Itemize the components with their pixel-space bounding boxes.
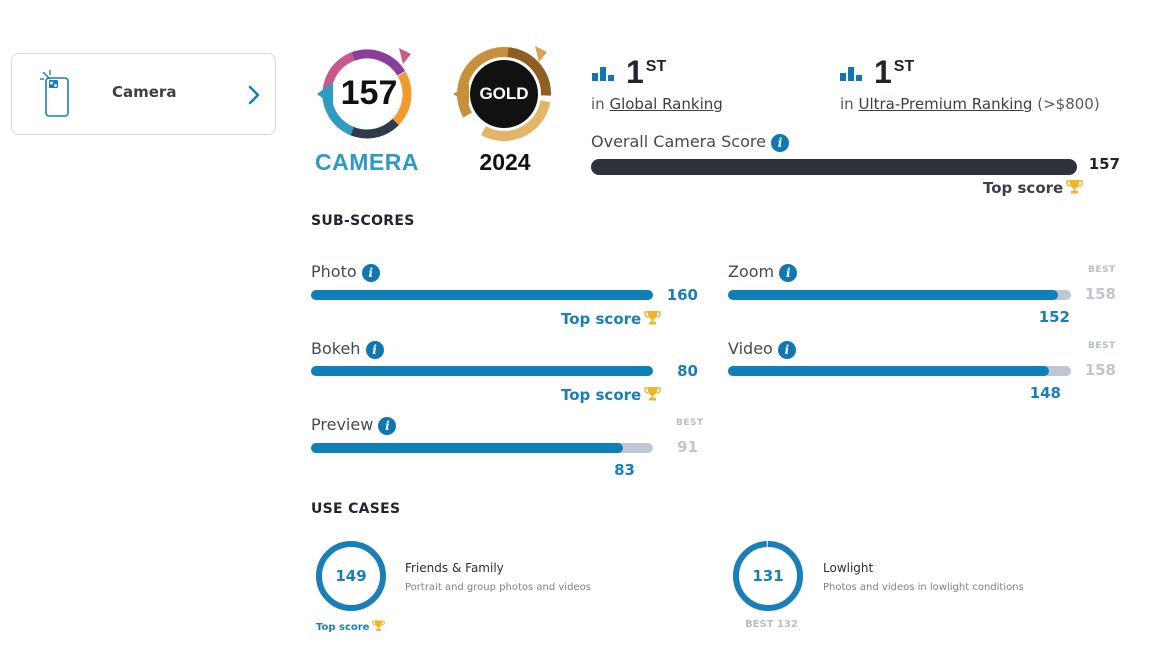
bokeh-score-bar-fill <box>311 366 653 376</box>
friends-family-top-score: Top score <box>316 619 386 633</box>
sidebar-item-camera[interactable]: Camera <box>11 53 276 135</box>
preview-score-value: 83 <box>614 461 635 479</box>
global-rank-text: in Global Ranking <box>591 95 723 113</box>
preview-label: Preview <box>311 415 374 434</box>
friends-family-ring-arc <box>316 541 386 611</box>
friends-family-score: 149 <box>335 567 367 585</box>
ranking-bars-icon <box>840 67 862 81</box>
top-score-label: Top score <box>561 386 642 404</box>
top-score-label: Top score <box>561 310 642 328</box>
chevron-right-icon <box>248 85 260 105</box>
lowlight-desc: Photos and videos in lowlight conditions <box>823 582 1024 593</box>
trophy-icon <box>1066 180 1083 194</box>
phone-camera-icon <box>40 70 69 117</box>
bokeh-label: Bokeh <box>311 339 361 358</box>
video-label: Video <box>728 339 773 358</box>
gold-label-text: GOLD <box>479 84 529 103</box>
bokeh-score-bar <box>311 366 653 376</box>
sidebar-item-label: Camera <box>112 83 177 101</box>
bokeh-label-row: Bokeh i <box>311 339 384 359</box>
top-score-label: Top score <box>983 179 1064 197</box>
ultra-premium-ranking-link[interactable]: Ultra-Premium Ranking <box>858 95 1033 113</box>
friends-family-ring <box>316 541 386 611</box>
photo-label: Photo <box>311 262 357 281</box>
info-icon[interactable]: i <box>378 416 397 435</box>
gold-label-badge-icon <box>453 46 551 141</box>
zoom-score-value: 152 <box>1038 308 1070 326</box>
friends-family-title: Friends & Family <box>405 561 504 575</box>
trophy-icon <box>372 620 386 631</box>
trophy-icon <box>644 311 661 325</box>
lowlight-title: Lowlight <box>823 561 874 575</box>
bokeh-top-score: Top score <box>561 385 661 404</box>
zoom-score-bar-fill <box>728 290 1058 300</box>
global-rank-number: 1 <box>626 54 644 90</box>
info-icon[interactable]: i <box>771 133 790 152</box>
photo-top-score: Top score <box>561 309 661 328</box>
camera-badge-label: CAMERA <box>315 149 419 175</box>
zoom-best-tag: BEST <box>1088 265 1116 275</box>
preview-best-tag: BEST <box>676 418 704 428</box>
preview-score-bar <box>311 443 653 453</box>
lowlight-ring <box>733 541 803 611</box>
overall-score-label-row: Overall Camera Score i <box>591 132 790 152</box>
video-best-tag: BEST <box>1088 341 1116 351</box>
preview-label-row: Preview i <box>311 415 397 435</box>
segment-rank-text: in Ultra-Premium Ranking (>$800) <box>840 95 1100 113</box>
ranking-bars-icon <box>592 67 614 81</box>
friends-family-desc: Portrait and group photos and videos <box>405 582 591 593</box>
video-score-bar-fill <box>728 366 1050 376</box>
global-rank-prefix: in <box>591 95 605 113</box>
info-icon[interactable]: i <box>361 263 380 282</box>
bokeh-score-value: 80 <box>677 362 698 380</box>
segment-rank-prefix: in <box>840 95 854 113</box>
overall-top-score: Top score <box>983 178 1083 197</box>
camera-score-badge-icon <box>317 48 412 139</box>
segment-rank-suffix: ST <box>893 58 915 75</box>
info-icon[interactable]: i <box>365 340 384 359</box>
global-ranking-link[interactable]: Global Ranking <box>609 95 723 113</box>
overall-score-bar <box>591 159 1077 175</box>
info-icon[interactable]: i <box>779 263 798 282</box>
info-icon[interactable]: i <box>777 340 796 359</box>
segment-price-range: (>$800) <box>1037 95 1100 113</box>
top-score-label: Top score <box>316 622 370 633</box>
badge-year: 2024 <box>479 149 531 175</box>
subscores-title: SUB-SCORES <box>311 213 415 229</box>
camera-score-value: 157 <box>340 74 398 112</box>
segment-rank: 1 ST <box>874 56 914 88</box>
global-rank-suffix: ST <box>645 58 667 75</box>
segment-rank-number: 1 <box>874 54 892 90</box>
video-best-value: 158 <box>1084 361 1116 379</box>
overall-score-label: Overall Camera Score <box>591 132 766 151</box>
photo-score-bar <box>311 290 653 300</box>
use-cases-title: USE CASES <box>311 501 401 517</box>
photo-score-value: 160 <box>666 286 698 304</box>
overall-score-value: 157 <box>1088 155 1120 173</box>
photo-label-row: Photo i <box>311 262 380 282</box>
global-rank: 1 ST <box>626 56 666 88</box>
preview-score-bar-fill <box>311 443 623 453</box>
preview-best-value: 91 <box>677 438 698 456</box>
zoom-best-value: 158 <box>1084 285 1116 303</box>
lowlight-score: 131 <box>752 567 784 585</box>
video-score-bar <box>728 366 1071 376</box>
trophy-icon <box>644 387 661 401</box>
photo-score-bar-fill <box>311 290 653 300</box>
zoom-label-row: Zoom i <box>728 262 798 282</box>
lowlight-ring-arc <box>733 541 803 611</box>
zoom-label: Zoom <box>728 262 775 281</box>
video-label-row: Video i <box>728 339 796 359</box>
video-score-value: 148 <box>1029 384 1061 402</box>
zoom-score-bar <box>728 290 1071 300</box>
lowlight-best: BEST 132 <box>745 619 798 630</box>
